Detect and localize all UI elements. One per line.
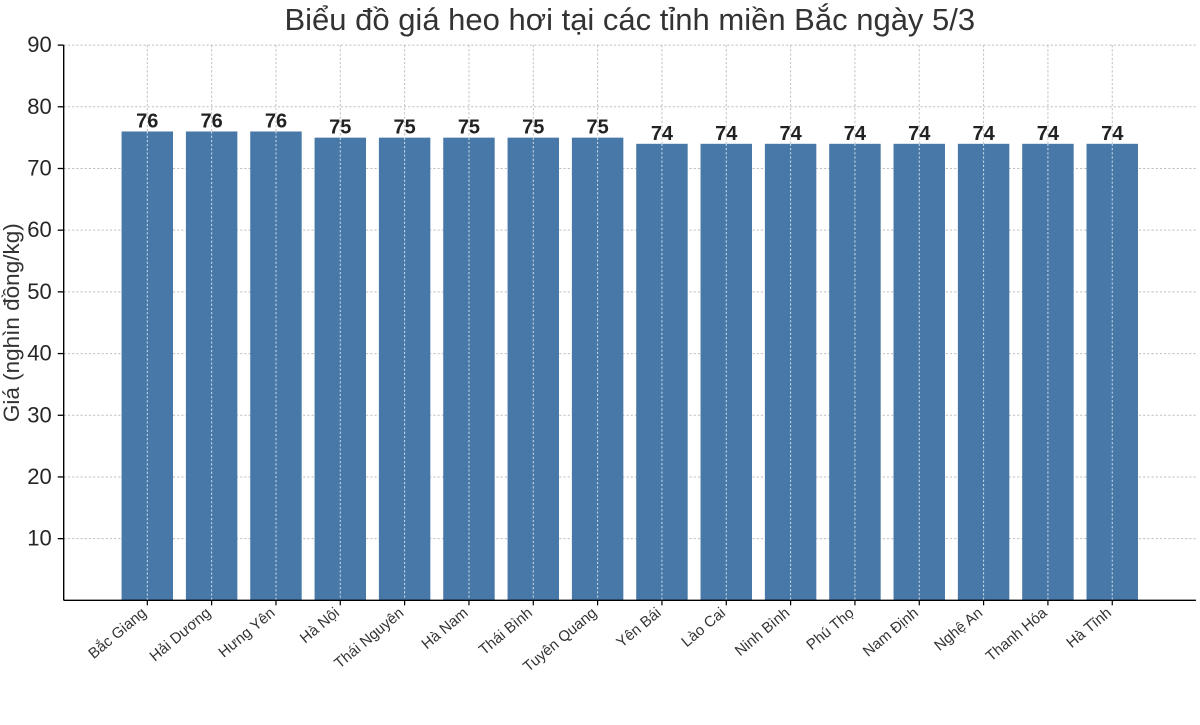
svg-text:74: 74 (844, 123, 867, 145)
svg-text:50: 50 (27, 279, 51, 304)
svg-text:20: 20 (27, 464, 51, 489)
svg-text:Biểu đồ giá heo hơi tại các tỉ: Biểu đồ giá heo hơi tại các tỉnh miền Bắ… (284, 2, 975, 37)
svg-text:76: 76 (201, 110, 223, 132)
svg-text:74: 74 (1037, 123, 1060, 145)
svg-text:75: 75 (329, 117, 351, 139)
svg-text:Giá (nghìn đồng/kg): Giá (nghìn đồng/kg) (0, 223, 24, 422)
svg-text:75: 75 (458, 117, 480, 139)
svg-text:30: 30 (27, 402, 51, 427)
svg-text:75: 75 (522, 117, 544, 139)
svg-text:60: 60 (27, 217, 51, 242)
svg-text:74: 74 (715, 123, 738, 145)
svg-text:76: 76 (265, 110, 287, 132)
svg-text:40: 40 (27, 341, 51, 366)
svg-text:75: 75 (393, 117, 415, 139)
svg-text:75: 75 (586, 117, 608, 139)
svg-text:74: 74 (1101, 123, 1124, 145)
svg-text:74: 74 (651, 123, 674, 145)
svg-text:80: 80 (27, 94, 51, 119)
svg-text:76: 76 (136, 110, 158, 132)
svg-text:90: 90 (27, 32, 51, 57)
svg-text:10: 10 (27, 526, 51, 551)
svg-text:70: 70 (27, 155, 51, 180)
svg-text:74: 74 (908, 123, 931, 145)
svg-text:74: 74 (972, 123, 995, 145)
svg-text:74: 74 (779, 123, 802, 145)
